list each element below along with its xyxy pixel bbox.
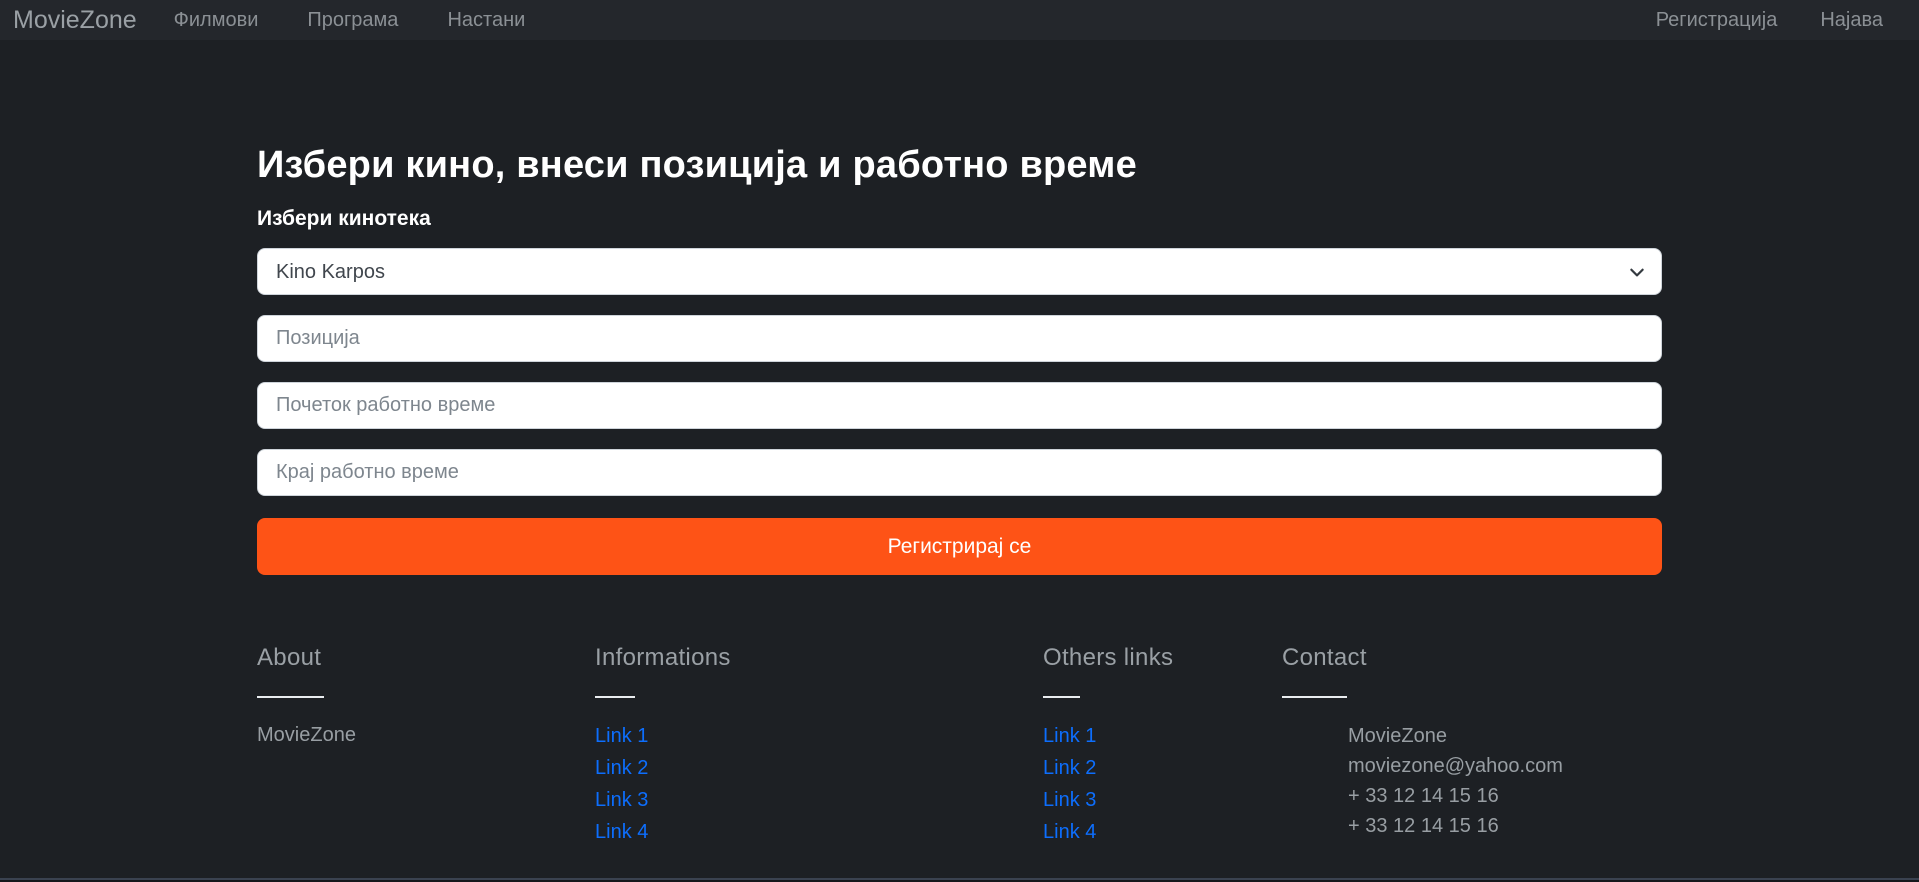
cinema-select[interactable]: Kino Karpos — [257, 248, 1662, 295]
list-item: Link 4 — [595, 817, 1043, 849]
footer-about-title: About — [257, 644, 322, 671]
informations-link-4[interactable]: Link 4 — [595, 821, 649, 843]
others-link-list: Link 1 Link 2 Link 3 Link 4 — [1043, 721, 1282, 849]
list-item: Link 4 — [1043, 817, 1282, 849]
navbar-right-links: Регистрација Најава — [1656, 9, 1883, 32]
informations-link-3[interactable]: Link 3 — [595, 789, 649, 811]
start-work-time-input[interactable] — [257, 382, 1662, 429]
footer-contact-title: Contact — [1282, 644, 1367, 671]
list-item: Link 2 — [595, 753, 1043, 785]
others-link-3[interactable]: Link 3 — [1043, 789, 1097, 811]
others-underline — [1043, 696, 1080, 698]
end-work-time-input[interactable] — [257, 449, 1662, 496]
list-item: Link 1 — [595, 721, 1043, 753]
informations-underline — [595, 696, 635, 698]
list-item: Link 2 — [1043, 753, 1282, 785]
footer-contact-column: Contact MovieZone moviezone@yahoo.com + … — [1282, 644, 1662, 841]
nav-link-movies[interactable]: Филмови — [173, 8, 259, 31]
navbar-left-links: Филмови Програма Настани — [174, 9, 575, 32]
contact-phone-1: + 33 12 14 15 16 — [1348, 785, 1499, 807]
informations-link-2[interactable]: Link 2 — [595, 757, 649, 779]
register-button[interactable]: Регистрирај се — [257, 518, 1662, 575]
nav-link-events[interactable]: Настани — [447, 8, 526, 31]
footer-informations-title: Informations — [595, 644, 731, 671]
footer-others-column: Others links Link 1 Link 2 Link 3 Link 4 — [1043, 644, 1282, 849]
page-bottom-divider — [0, 878, 1919, 882]
page-title: Избери кино, внеси позиција и работно вр… — [257, 144, 1137, 186]
nav-link-register[interactable]: Регистрација — [1655, 8, 1778, 31]
bottom-divider-shadow — [0, 880, 1919, 882]
list-item: Link 3 — [1043, 785, 1282, 817]
contact-phone-2: + 33 12 14 15 16 — [1348, 815, 1499, 837]
contact-name: MovieZone — [1348, 725, 1447, 747]
about-underline — [257, 696, 324, 698]
others-link-1[interactable]: Link 1 — [1043, 725, 1097, 747]
contact-email: moviezone@yahoo.com — [1348, 755, 1563, 777]
list-item: Link 1 — [1043, 721, 1282, 753]
cinema-select-wrapper: Kino Karpos — [257, 248, 1662, 295]
main-content: Избери кино, внеси позиција и работно вр… — [0, 40, 1919, 575]
nav-link-login[interactable]: Најава — [1820, 8, 1883, 31]
list-item: Link 3 — [595, 785, 1043, 817]
cinema-select-label: Избери кинотека — [257, 207, 431, 230]
contact-underline — [1282, 696, 1347, 698]
contact-info-list: MovieZone moviezone@yahoo.com + 33 12 14… — [1282, 721, 1662, 841]
footer-informations-column: Informations Link 1 Link 2 Link 3 Link 4 — [595, 644, 1043, 849]
others-link-4[interactable]: Link 4 — [1043, 821, 1097, 843]
others-link-2[interactable]: Link 2 — [1043, 757, 1097, 779]
informations-link-list: Link 1 Link 2 Link 3 Link 4 — [595, 721, 1043, 849]
top-navbar: MovieZone Филмови Програма Настани Регис… — [0, 0, 1919, 40]
footer-about-text: MovieZone — [257, 724, 356, 746]
nav-link-program[interactable]: Програма — [307, 8, 399, 31]
informations-link-1[interactable]: Link 1 — [595, 725, 649, 747]
bottom-divider-line — [0, 878, 1919, 880]
footer-others-title: Others links — [1043, 644, 1174, 671]
navbar-brand[interactable]: MovieZone — [13, 5, 137, 34]
footer: About MovieZone Informations Link 1 Link… — [0, 575, 1919, 849]
position-input[interactable] — [257, 315, 1662, 362]
footer-about-column: About MovieZone — [257, 644, 595, 747]
